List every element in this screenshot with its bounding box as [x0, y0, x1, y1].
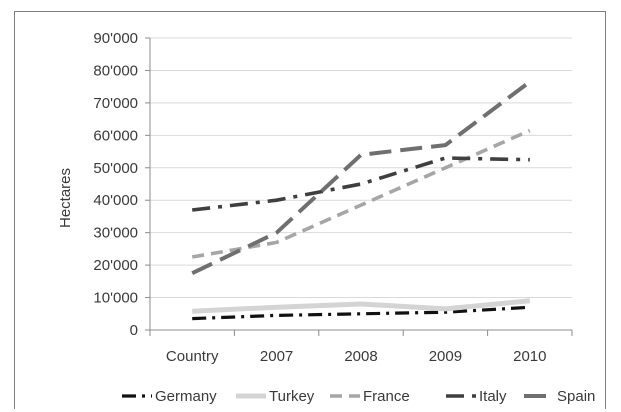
- x-tick-label: Country: [166, 348, 219, 365]
- x-tick-label: 2010: [513, 348, 546, 365]
- y-tick-label: 90'000: [93, 30, 138, 47]
- series-line-turkey: [192, 298, 531, 314]
- series-line-spain: [191, 80, 531, 276]
- legend-label-france: France: [363, 388, 410, 405]
- y-tick-label: 30'000: [93, 225, 138, 242]
- x-tick-label: 2007: [260, 348, 293, 365]
- legend-label-spain: Spain: [557, 388, 595, 405]
- y-tick-label: 70'000: [93, 95, 138, 112]
- legend-label-turkey: Turkey: [269, 388, 315, 405]
- series-line-germany: [192, 305, 530, 321]
- y-tick-label: 60'000: [93, 127, 138, 144]
- y-tick-label: 50'000: [93, 160, 138, 177]
- series-line-france: [191, 128, 531, 259]
- legend: Germany Turkey France Italy Spain: [122, 388, 595, 405]
- series-line-italy: [191, 156, 530, 212]
- x-tick-label: 2009: [429, 348, 462, 365]
- grid-lines: [150, 37, 572, 299]
- x-axis: Country 2007 2008 2009 2010: [149, 329, 573, 365]
- y-axis-ticks: 0 10'000 20'000 30'000 40'000 50'000 60'000 70'…: [93, 30, 151, 339]
- legend-label-italy: Italy: [479, 388, 507, 405]
- chart-frame: [14, 11, 606, 409]
- y-tick-label: 0: [130, 322, 138, 339]
- y-tick-label: 80'000: [93, 62, 138, 79]
- series-lines: [191, 80, 531, 321]
- y-tick-label: 40'000: [93, 192, 138, 209]
- y-tick-label: 20'000: [93, 257, 138, 274]
- legend-label-germany: Germany: [155, 388, 217, 405]
- x-tick-label: 2008: [344, 348, 377, 365]
- y-axis-label: Hectares: [57, 168, 74, 228]
- y-tick-label: 10'000: [93, 290, 138, 307]
